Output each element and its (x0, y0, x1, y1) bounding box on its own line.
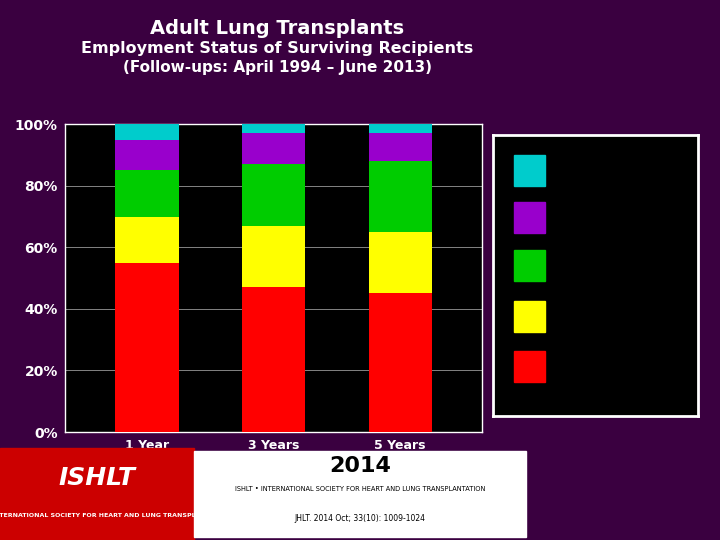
Bar (369, 161, 432, 232)
Bar (115, 170, 179, 217)
Bar (115, 262, 179, 432)
Text: Employment Status of Surviving Recipients: Employment Status of Surviving Recipient… (81, 40, 473, 56)
Bar (115, 139, 179, 170)
Text: JHLT. 2014 Oct; 33(10): 1009-1024: JHLT. 2014 Oct; 33(10): 1009-1024 (294, 514, 426, 523)
Bar (115, 124, 179, 139)
Text: ISHLT: ISHLT (59, 466, 135, 490)
Text: (Follow-ups: April 1994 – June 2013): (Follow-ups: April 1994 – June 2013) (122, 60, 432, 76)
Text: 2014: 2014 (329, 456, 391, 476)
Bar (514, 351, 544, 382)
Bar (242, 133, 305, 164)
Text: ISHLT • INTERNATIONAL SOCIETY FOR HEART AND LUNG TRANSPLANTATION: ISHLT • INTERNATIONAL SOCIETY FOR HEART … (235, 485, 485, 492)
Bar (514, 202, 544, 233)
Bar (369, 124, 432, 133)
Bar (514, 154, 544, 186)
Bar (514, 250, 544, 281)
Bar (242, 226, 305, 287)
Bar (514, 301, 544, 332)
Bar (369, 293, 432, 432)
Bar (242, 124, 305, 133)
Bar (242, 164, 305, 226)
Bar (369, 232, 432, 293)
Bar (115, 217, 179, 262)
Text: ISHLT • INTERNATIONAL SOCIETY FOR HEART AND LUNG TRANSPLANTATION: ISHLT • INTERNATIONAL SOCIETY FOR HEART … (0, 513, 230, 518)
Bar (242, 287, 305, 432)
Text: Adult Lung Transplants: Adult Lung Transplants (150, 19, 404, 38)
Bar (369, 133, 432, 161)
